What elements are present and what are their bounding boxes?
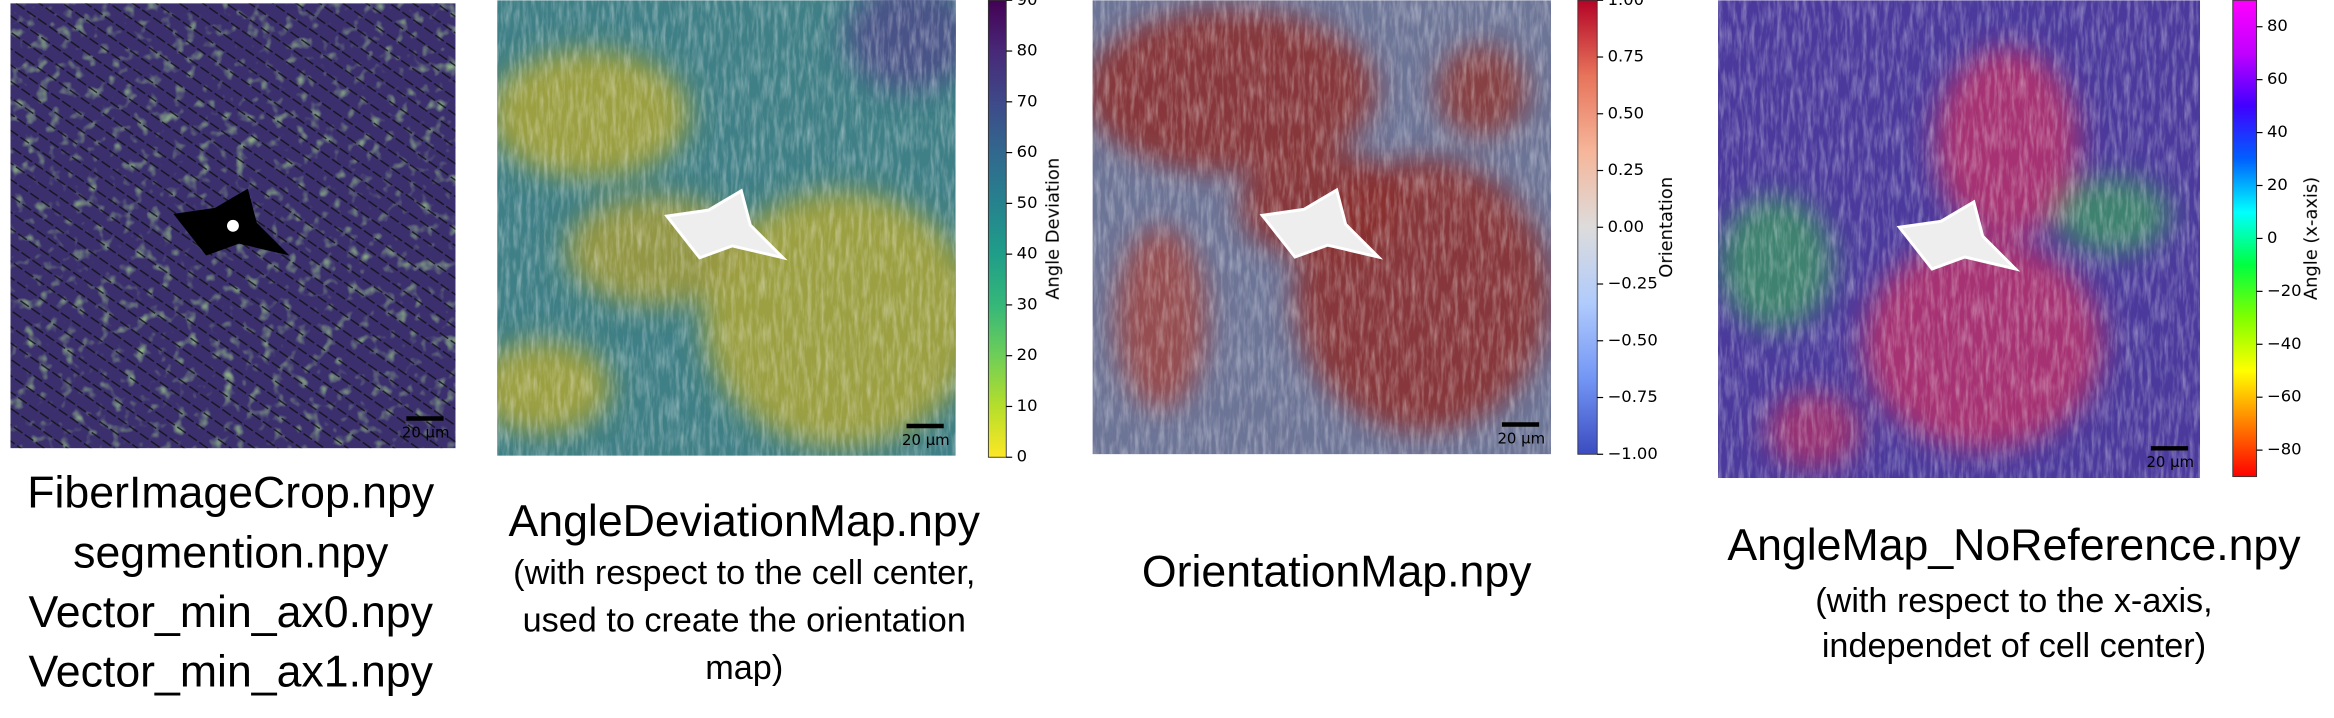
colorbar-tick-label: 80	[2267, 16, 2288, 35]
colorbar-tick-label: −80	[2267, 440, 2302, 459]
cell-center	[226, 219, 239, 232]
colorbar-tick-label: 40	[1017, 244, 1038, 263]
colorbar-tick-label: 0	[2267, 228, 2277, 247]
caption-line: Vector_min_ax0.npy	[28, 588, 433, 637]
caption-line: FiberImageCrop.npy	[27, 469, 435, 518]
image-panel: 20 µm AngleMap_NoReference.npy (with respe…	[1717, 0, 2322, 665]
cell	[664, 188, 788, 261]
colorbar-tick-label: −60	[2267, 387, 2302, 406]
caption-note: (with respect to the x-axis,	[1815, 582, 2212, 620]
colorbar-tick-label: −1.00	[1608, 444, 1658, 463]
colorbar-tick-label: −20	[2267, 281, 2302, 300]
caption: OrientationMap.npy	[1142, 548, 1532, 597]
cell	[1896, 199, 2021, 272]
colorbar-label: Orientation	[1656, 177, 1677, 278]
microscopy-image	[497, 0, 956, 456]
colorbar-tick-label: −0.50	[1608, 330, 1658, 349]
colorbar-tick-label: 90	[1017, 0, 1038, 9]
microscopy-image	[1717, 0, 2201, 479]
colorbar-tick-label: 10	[1017, 396, 1038, 415]
colorbar-label: Angle Deviation	[1043, 158, 1064, 300]
colorbar-tick-label: 80	[1017, 41, 1038, 60]
colorbar-tick-label: −40	[2267, 334, 2302, 353]
colorbar-tick-label: 0.00	[1608, 217, 1644, 236]
caption-note: used to create the orientation	[523, 602, 966, 640]
colorbar-tick-label: −0.25	[1608, 274, 1658, 293]
colorbar-tick-label: 30	[1017, 294, 1038, 313]
colorbar-tick-label: 20	[1017, 345, 1038, 364]
colorbar-tick-label: 40	[2267, 122, 2288, 141]
colorbar	[1577, 0, 1598, 455]
colorbar-tick-label: 50	[1017, 193, 1038, 212]
colorbar-tick-label: 0.50	[1608, 103, 1644, 122]
image-panel: 20 µm AngleDeviationMap.npy (with respect …	[497, 0, 1064, 687]
image-panel: 20 µm FiberImageCrop.npy segmention.npy Vec…	[10, 3, 456, 696]
scale-bar-label: 20 µm	[902, 431, 950, 449]
scale-bar-label: 20 µm	[402, 423, 450, 441]
colorbar	[987, 0, 1007, 458]
colorbar-tick-label: 70	[1017, 91, 1038, 110]
colorbar-tick-label: 60	[2267, 69, 2288, 88]
colorbar-tick-label: −0.75	[1608, 387, 1658, 406]
image-panel: 20 µm OrientationMap.npy −1.00 −0.75 −0.50 −0…	[1092, 0, 1677, 597]
microscopy-image	[1092, 0, 1552, 455]
caption-note: (with respect to the cell center,	[513, 554, 975, 592]
microscopy-image	[10, 3, 456, 449]
colorbar-tick-label: 0	[1017, 447, 1027, 466]
cell	[1259, 187, 1384, 260]
caption-line: segmention.npy	[73, 528, 389, 577]
scale-bar-label: 20 µm	[1497, 429, 1545, 447]
colorbar-tick-label: 0.75	[1608, 47, 1644, 66]
colorbar-tick-label: 20	[2267, 175, 2288, 194]
colorbar-label: Angle (x-axis)	[2301, 177, 2322, 300]
colorbar-tick-label: 0.25	[1608, 160, 1644, 179]
caption-note: independet of cell center)	[1822, 627, 2206, 665]
colorbar	[2232, 0, 2258, 478]
colorbar-tick-label: 60	[1017, 142, 1038, 161]
caption: AngleMap_NoReference.npy	[1727, 521, 2301, 570]
scale-bar-label: 20 µm	[2146, 453, 2194, 471]
caption-line: Vector_min_ax1.npy	[28, 647, 433, 696]
caption: AngleDeviationMap.npy	[509, 497, 981, 546]
colorbar-tick-label: 1.00	[1608, 0, 1644, 9]
caption-note: map)	[705, 649, 783, 687]
